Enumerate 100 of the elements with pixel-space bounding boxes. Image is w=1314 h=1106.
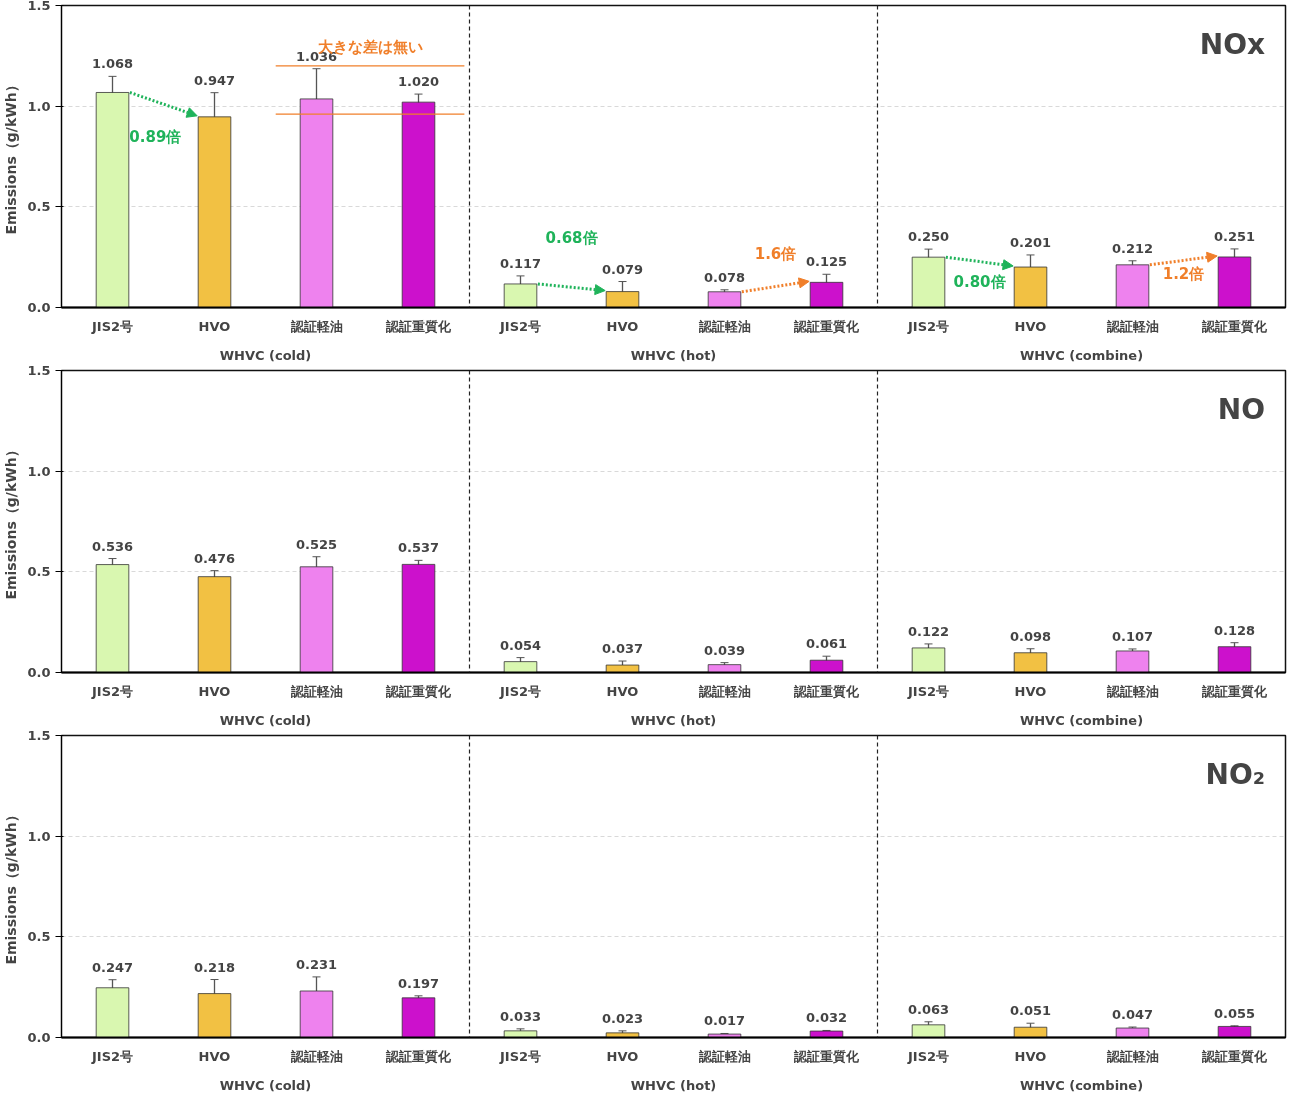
data-label: 0.251: [1213, 228, 1256, 244]
text: WHVC (combine): [1019, 1077, 1144, 1093]
x-tick-label: HVO: [1014, 1048, 1047, 1064]
y-tick-label: 1.5: [27, 0, 51, 13]
data-label: 0.061: [805, 636, 848, 652]
annotation: 1.6倍: [754, 245, 797, 264]
x-tick-label: JIS2号: [906, 1048, 950, 1064]
data-label: 0.212: [1111, 240, 1154, 256]
x-tick-label: HVO: [1014, 318, 1047, 334]
text: NO₂: [1205, 757, 1266, 791]
text: NO: [1217, 392, 1266, 426]
x-tick-label: 認証重質化: [793, 1048, 860, 1064]
x-tick-label: JIS2号: [906, 318, 950, 334]
x-tick-label: 認証軽油: [697, 683, 751, 699]
x-tick-label: JIS2号: [90, 318, 134, 334]
annotation: 1.2倍: [1162, 265, 1205, 284]
data-label: 0.033: [499, 1008, 542, 1024]
x-tick-label: 認証重質化: [793, 683, 860, 699]
x-tick-label: 認証重質化: [385, 1048, 452, 1064]
text: NOx: [1199, 27, 1266, 61]
y-tick-label: 0.5: [27, 564, 51, 580]
data-label: 0.250: [907, 229, 950, 245]
x-tick-label: 認証軽油: [289, 683, 343, 699]
x-tick-label: HVO: [198, 318, 231, 334]
annotation: 0.80倍: [953, 273, 1006, 292]
y-tick-label: 1.5: [27, 363, 51, 378]
data-label: 0.201: [1009, 234, 1052, 250]
data-label: 0.537: [397, 540, 440, 556]
x-tick-label: 認証軽油: [697, 318, 751, 334]
data-label: 0.476: [193, 550, 236, 566]
text: WHVC (hot): [630, 347, 717, 363]
data-label: 0.017: [703, 1013, 746, 1029]
y-tick-label: 0.5: [27, 199, 51, 215]
x-tick-label: JIS2号: [90, 1048, 134, 1064]
data-label: 0.536: [91, 538, 134, 554]
y-tick-label: 1.0: [27, 828, 51, 844]
x-tick-label: 認証軽油: [289, 318, 343, 334]
data-label: 0.125: [805, 254, 848, 270]
text: WHVC (hot): [630, 1077, 717, 1093]
x-tick-label: HVO: [198, 1048, 231, 1064]
y-tick-label: 0.0: [27, 300, 51, 315]
data-label: 0.054: [499, 637, 542, 653]
x-tick-label: JIS2号: [906, 683, 950, 699]
y-axis-title: Emissions（g/kWh）: [3, 808, 20, 965]
x-tick-label: 認証重質化: [1201, 683, 1268, 699]
y-tick-label: 0.0: [27, 1030, 51, 1045]
data-label: 1.068: [91, 56, 134, 72]
y-tick-label: 1.0: [27, 98, 51, 114]
text: WHVC (hot): [630, 712, 717, 728]
text: WHVC (cold): [219, 712, 312, 728]
data-label: 0.117: [499, 255, 542, 271]
x-tick-label: HVO: [1014, 683, 1047, 699]
x-tick-label: JIS2号: [498, 318, 542, 334]
x-tick-label: 認証軽油: [1105, 683, 1159, 699]
x-tick-label: 認証重質化: [385, 318, 452, 334]
data-label: 0.098: [1009, 628, 1052, 644]
data-label: 0.128: [1213, 622, 1256, 638]
data-label: 0.231: [295, 956, 338, 972]
x-tick-label: 認証軽油: [697, 1048, 751, 1064]
x-tick-label: 認証重質化: [793, 318, 860, 334]
y-axis-title: Emissions（g/kWh）: [3, 443, 20, 600]
x-tick-label: JIS2号: [90, 683, 134, 699]
annotation: 0.89倍: [129, 128, 182, 147]
y-tick-label: 0.0: [27, 665, 51, 680]
y-tick-label: 0.5: [27, 929, 51, 945]
x-tick-label: 認証重質化: [385, 683, 452, 699]
data-label: 0.032: [805, 1010, 848, 1026]
x-tick-label: JIS2号: [498, 683, 542, 699]
data-label: 0.039: [703, 642, 746, 658]
x-tick-label: HVO: [606, 683, 639, 699]
y-tick-label: 1.5: [27, 728, 51, 743]
data-label: 0.247: [91, 959, 134, 975]
x-tick-label: 認証軽油: [1105, 1048, 1159, 1064]
data-label: 0.063: [907, 1001, 950, 1017]
data-label: 0.107: [1111, 628, 1154, 644]
x-tick-label: HVO: [606, 318, 639, 334]
x-tick-label: 認証軽油: [1105, 318, 1159, 334]
data-label: 0.037: [601, 641, 644, 657]
data-label: 0.023: [601, 1010, 644, 1026]
x-tick-label: HVO: [198, 683, 231, 699]
annotation: 0.68倍: [545, 229, 598, 248]
text: WHVC (combine): [1019, 347, 1144, 363]
data-label: 0.218: [193, 959, 236, 975]
text: WHVC (cold): [219, 1077, 312, 1093]
y-tick-label: 1.0: [27, 463, 51, 479]
text: WHVC (cold): [219, 347, 312, 363]
x-tick-label: 認証重質化: [1201, 1048, 1268, 1064]
x-tick-label: 認証軽油: [289, 1048, 343, 1064]
data-label: 0.078: [703, 269, 746, 285]
data-label: 0.055: [1213, 1005, 1256, 1021]
x-tick-label: HVO: [606, 1048, 639, 1064]
x-tick-label: JIS2号: [498, 1048, 542, 1064]
data-label: 0.047: [1111, 1007, 1154, 1023]
data-label: 0.947: [193, 72, 236, 88]
data-label: 0.079: [601, 261, 644, 277]
x-tick-label: 認証重質化: [1201, 318, 1268, 334]
y-axis-title: Emissions（g/kWh）: [3, 78, 20, 235]
data-label: 0.197: [397, 975, 440, 991]
text: WHVC (combine): [1019, 712, 1144, 728]
data-label: 0.525: [295, 536, 338, 552]
